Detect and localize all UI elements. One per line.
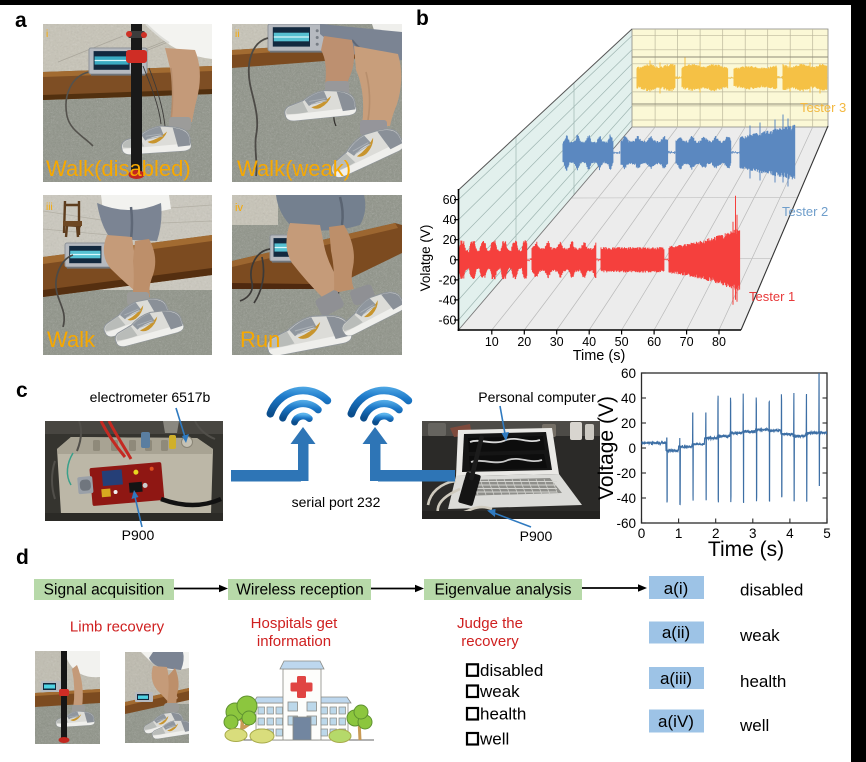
svg-text:0: 0 — [628, 441, 636, 456]
svg-text:Signal acquisition: Signal acquisition — [44, 582, 165, 599]
svg-text:Limb recovery: Limb recovery — [70, 619, 165, 636]
svg-text:0: 0 — [450, 253, 457, 267]
svg-text:Voltage (V): Voltage (V) — [595, 396, 618, 500]
svg-text:health: health — [740, 672, 786, 691]
svg-text:-60: -60 — [616, 516, 636, 531]
svg-text:Tester 3: Tester 3 — [800, 100, 846, 115]
svg-text:weak: weak — [479, 682, 520, 701]
svg-text:1: 1 — [675, 526, 683, 541]
svg-text:-40: -40 — [616, 491, 636, 506]
svg-text:iv: iv — [235, 202, 243, 214]
svg-text:20: 20 — [443, 233, 457, 247]
svg-text:health: health — [480, 705, 526, 724]
svg-text:Walk: Walk — [47, 327, 96, 352]
svg-text:60: 60 — [647, 335, 661, 349]
svg-text:ii: ii — [235, 29, 239, 40]
svg-text:a(iii): a(iii) — [660, 669, 692, 688]
svg-text:60: 60 — [621, 366, 636, 381]
svg-text:recovery: recovery — [461, 633, 519, 650]
svg-text:a(ii): a(ii) — [662, 623, 690, 642]
svg-text:a(i): a(i) — [664, 579, 689, 598]
svg-text:10: 10 — [485, 335, 499, 349]
svg-text:Walk(weak): Walk(weak) — [237, 156, 351, 181]
svg-text:50: 50 — [615, 335, 629, 349]
svg-text:iii: iii — [46, 202, 53, 213]
svg-text:5: 5 — [823, 526, 831, 541]
svg-text:Personal computer: Personal computer — [478, 389, 596, 405]
svg-text:-20: -20 — [616, 466, 636, 481]
svg-text:40: 40 — [582, 335, 596, 349]
svg-text:Judge the: Judge the — [457, 615, 523, 632]
svg-text:Run: Run — [240, 327, 280, 352]
svg-text:3: 3 — [749, 526, 757, 541]
svg-text:i: i — [46, 29, 48, 40]
svg-text:well: well — [479, 730, 509, 749]
svg-text:40: 40 — [443, 213, 457, 227]
svg-text:60: 60 — [443, 193, 457, 207]
svg-text:30: 30 — [550, 335, 564, 349]
svg-text:20: 20 — [621, 416, 636, 431]
svg-text:20: 20 — [517, 335, 531, 349]
svg-text:a(iV): a(iV) — [658, 712, 694, 731]
svg-text:-20: -20 — [438, 273, 456, 287]
svg-text:P900: P900 — [122, 527, 155, 543]
svg-text:Walk(disabled): Walk(disabled) — [46, 156, 191, 181]
svg-text:0: 0 — [638, 526, 646, 541]
svg-text:Eigenvalue analysis: Eigenvalue analysis — [434, 582, 571, 599]
svg-text:well: well — [739, 716, 769, 735]
svg-text:Time (s): Time (s) — [708, 538, 784, 561]
svg-text:Tester 2: Tester 2 — [782, 204, 828, 219]
svg-text:Wireless reception: Wireless reception — [236, 582, 364, 599]
svg-text:Tester 1: Tester 1 — [749, 289, 795, 304]
svg-text:electrometer 6517b: electrometer 6517b — [90, 389, 211, 405]
svg-text:2: 2 — [712, 526, 720, 541]
svg-text:4: 4 — [786, 526, 794, 541]
svg-text:disabled: disabled — [740, 581, 803, 600]
svg-text:40: 40 — [621, 391, 636, 406]
svg-text:-60: -60 — [438, 314, 456, 328]
svg-text:Hospitals get: Hospitals get — [251, 615, 339, 632]
svg-text:-40: -40 — [438, 293, 456, 307]
svg-text:P900: P900 — [520, 528, 553, 544]
svg-text:Volatge (V): Volatge (V) — [418, 225, 433, 292]
svg-text:70: 70 — [680, 335, 694, 349]
svg-text:Time (s): Time (s) — [573, 348, 626, 364]
svg-text:weak: weak — [739, 626, 780, 645]
svg-text:serial port 232: serial port 232 — [292, 494, 381, 510]
svg-text:80: 80 — [712, 335, 726, 349]
svg-text:disabled: disabled — [480, 661, 543, 680]
svg-text:information: information — [257, 633, 331, 650]
